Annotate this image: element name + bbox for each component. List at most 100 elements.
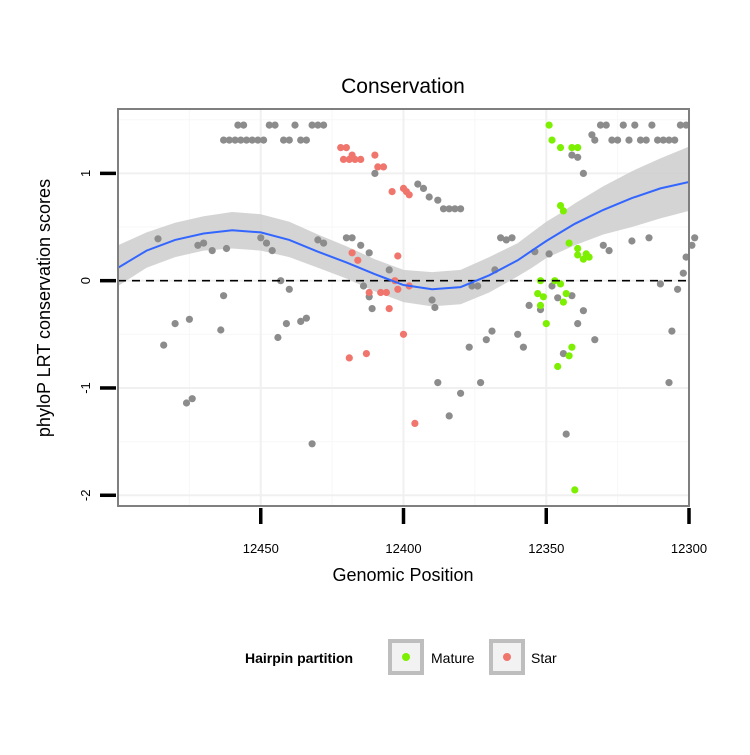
data-point-other (237, 136, 245, 144)
data-point-other (451, 205, 459, 213)
data-point-other (291, 121, 299, 129)
data-point-mature (571, 486, 579, 494)
x-tick-label: 12300 (671, 541, 707, 556)
data-point-mature (536, 301, 545, 309)
data-point-other (605, 247, 613, 255)
data-point-other (414, 180, 422, 188)
data-point-other (477, 379, 485, 387)
data-point-mature (565, 352, 573, 360)
data-point-other (320, 121, 328, 129)
data-point-other (642, 136, 650, 144)
data-point-other (257, 234, 265, 242)
data-point-other (568, 151, 576, 159)
data-point-other (357, 241, 365, 249)
legend-label-mature: Mature (431, 650, 475, 666)
data-point-other (488, 327, 496, 335)
x-axis-label: Genomic Position (332, 565, 473, 585)
data-point-other (265, 121, 273, 129)
data-point-other (182, 399, 191, 407)
data-point-other (691, 234, 699, 242)
data-point-star (377, 288, 385, 297)
data-point-mature (579, 255, 588, 263)
data-point-other (514, 330, 522, 338)
data-point-other (519, 343, 528, 351)
data-point-other (359, 282, 368, 290)
data-point-star (345, 155, 353, 163)
data-point-star (357, 155, 365, 163)
data-point-other (648, 121, 656, 129)
data-point-other (385, 266, 393, 274)
data-point-other (614, 136, 622, 144)
data-point-other (676, 121, 685, 129)
data-point-other (636, 136, 645, 144)
legend-title: Hairpin partition (245, 650, 353, 666)
data-point-star (365, 288, 373, 297)
data-point-other (445, 412, 453, 420)
data-point-other (682, 121, 690, 129)
data-point-other (302, 314, 310, 322)
data-point-mature (565, 239, 573, 247)
data-point-star (399, 330, 408, 338)
data-point-mature (559, 298, 568, 306)
chart-title: Conservation (341, 75, 465, 98)
data-point-other (608, 136, 616, 144)
data-point-other (579, 307, 588, 315)
data-point-other (474, 282, 482, 290)
data-point-star (354, 256, 362, 264)
data-point-other (185, 315, 193, 323)
data-point-star (348, 249, 356, 257)
data-point-mature (539, 293, 548, 301)
data-point-other (508, 234, 516, 242)
plot-border (117, 108, 690, 507)
data-point-other (431, 303, 439, 312)
data-point-other (591, 336, 599, 344)
data-point-other (628, 237, 636, 245)
data-point-other (277, 277, 285, 285)
data-point-mature (574, 144, 582, 152)
legend-dot-mature (402, 653, 410, 661)
plot-layer: -2 -1 0 1 12450 12400 12350 12300 (78, 108, 707, 556)
data-point-other (665, 136, 673, 144)
data-point-other (342, 234, 350, 242)
legend-key-mature: Mature (388, 639, 475, 675)
data-point-other (425, 193, 433, 201)
data-point-other (200, 239, 208, 247)
data-point-other (465, 343, 473, 351)
data-point-other (371, 169, 379, 177)
data-point-other (217, 326, 225, 334)
legend-dot-star (503, 653, 511, 661)
data-point-other (220, 136, 228, 144)
data-point-mature (556, 144, 565, 152)
data-point-other (171, 320, 179, 328)
data-point-other (282, 320, 290, 328)
smooth-line (118, 181, 689, 291)
data-point-other (631, 121, 639, 129)
data-point-other (271, 121, 279, 129)
data-point-other (428, 296, 436, 304)
data-point-star (371, 151, 379, 159)
data-point-other (234, 121, 242, 129)
data-point-mature (585, 253, 593, 261)
data-point-other (574, 320, 582, 328)
data-point-other (688, 241, 696, 249)
data-point-star (394, 252, 402, 260)
data-point-other (220, 292, 228, 300)
y-axis-label: phyloP LRT conservation scores (34, 179, 54, 437)
data-point-other (154, 235, 162, 243)
data-point-other (314, 236, 322, 244)
x-tick-label: 12350 (528, 541, 564, 556)
data-point-mature (534, 290, 542, 298)
data-point-other (674, 285, 682, 293)
y-tick-label: -1 (78, 382, 93, 394)
legend-label-star: Star (531, 650, 557, 666)
data-point-mature (545, 121, 553, 129)
data-point-other (285, 285, 293, 293)
data-point-other (445, 205, 453, 213)
data-point-other (365, 249, 373, 257)
data-point-other (297, 136, 305, 144)
data-point-other (645, 234, 653, 242)
data-point-star (379, 163, 388, 171)
data-point-other (314, 121, 322, 129)
